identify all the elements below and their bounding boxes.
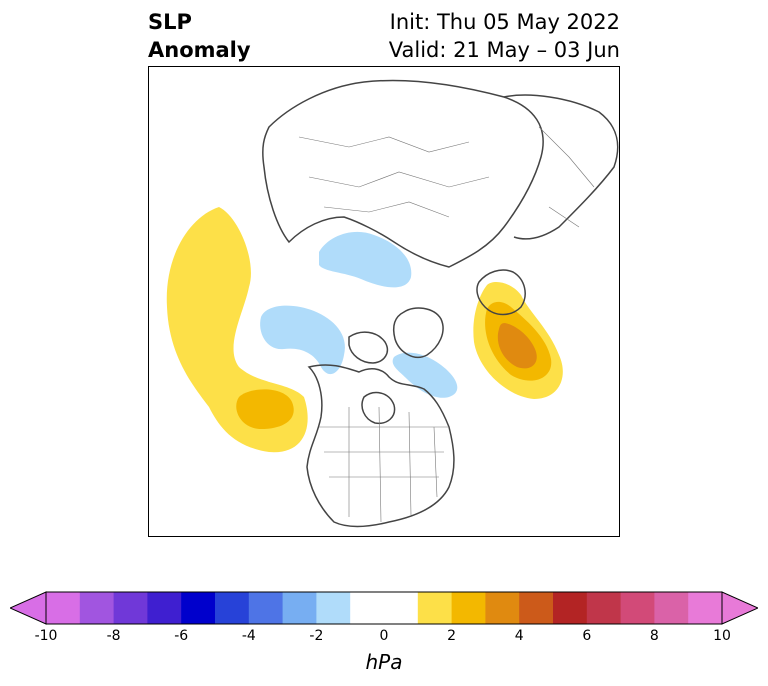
alaska-negative-anomaly: [260, 305, 345, 375]
hudson-bay: [361, 391, 396, 425]
asia-east-coast: [503, 94, 619, 240]
siberia-negative-anomaly: [319, 231, 412, 288]
title-anomaly: Anomaly: [148, 38, 251, 62]
colorbar-unit-label: hPa: [365, 650, 403, 674]
colorbar-cell: [620, 592, 655, 624]
colorbar-extend-max: [721, 591, 758, 625]
colorbar-cell: [147, 592, 182, 624]
colorbar-cell: [654, 592, 689, 624]
colorbar-cell: [113, 592, 148, 624]
colorbar-tick-label: -4: [241, 628, 256, 644]
colorbar-cells: [46, 592, 723, 624]
colorbar-tick-label: 2: [447, 628, 457, 644]
colorbar-tick-label: -10: [34, 628, 58, 644]
canadian-archipelago: [348, 331, 389, 364]
title-variable: SLP: [148, 10, 192, 34]
north-america-coast: [306, 364, 455, 528]
valid-range: Valid: 21 May – 03 Jun: [388, 38, 620, 62]
colorbar-cell: [215, 592, 250, 624]
map-canvas: [166, 79, 619, 528]
labrador-negative-anomaly: [392, 352, 458, 398]
colorbar-tick-label: 8: [649, 628, 659, 644]
political-borders: [298, 126, 595, 523]
init-date: Init: Thu 05 May 2022: [389, 10, 620, 34]
europe-coast: [476, 269, 526, 316]
colorbar-cell: [282, 592, 317, 624]
colorbar-cell: [451, 592, 486, 624]
map-title: SLP Anomaly: [148, 8, 251, 64]
colorbar-cell: [688, 592, 723, 624]
colorbar-cell: [586, 592, 622, 624]
colorbar-tick-label: -2: [309, 628, 324, 644]
colorbar-outline: [45, 591, 723, 625]
colorbar-cell: [46, 592, 81, 624]
map-dates: Init: Thu 05 May 2022 Valid: 21 May – 03…: [389, 8, 620, 64]
colorbar-cell: [384, 592, 419, 624]
colorbar-cell: [248, 592, 284, 624]
anomaly-fill: [166, 207, 563, 453]
pacific-positive-core: [236, 389, 294, 429]
eurasia-coast: [262, 79, 544, 268]
colorbar-tick-label: 0: [379, 628, 389, 644]
colorbar-cell: [553, 592, 588, 624]
colorbar-extend-min: [10, 591, 47, 625]
colorbar-cell: [316, 592, 351, 624]
colorbar-cell: [181, 592, 216, 624]
colorbar-tick-label: 6: [582, 628, 592, 644]
coastlines: [262, 79, 619, 528]
colorbar-cell: [350, 592, 385, 624]
colorbar-tick-label: -6: [174, 628, 189, 644]
colorbar-tick-label: 4: [514, 628, 524, 644]
atlantic-positive-peak: [497, 323, 537, 369]
colorbar-tick-label: 10: [713, 628, 731, 644]
map-panel: [148, 66, 620, 537]
colorbar-cell: [79, 592, 115, 624]
colorbar-tick-label: -8: [106, 628, 121, 644]
colorbar-cell: [417, 592, 453, 624]
colorbar: [10, 591, 758, 625]
colorbar-cell: [485, 592, 520, 624]
greenland: [392, 307, 444, 359]
border-lines: [298, 126, 595, 523]
colorbar-cell: [519, 592, 554, 624]
